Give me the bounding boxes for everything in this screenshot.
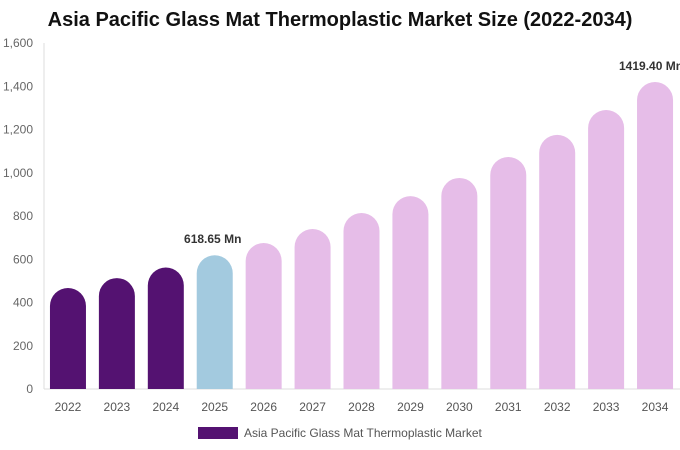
bar-2031 [490,156,527,389]
legend-swatch [198,427,238,439]
x-tick-label: 2034 [642,400,669,414]
x-tick-label: 2028 [348,400,375,414]
y-tick-label: 800 [13,209,33,223]
bar-2032 [539,134,576,389]
x-tick-label: 2032 [544,400,571,414]
bar-2025 [196,255,233,389]
x-tick-label: 2026 [250,400,277,414]
bar-2033 [588,110,625,389]
bar-2029 [392,196,429,389]
x-tick-label: 2033 [593,400,620,414]
x-tick-label: 2022 [55,400,82,414]
y-tick-label: 1,000 [3,166,33,180]
x-tick-label: 2029 [397,400,424,414]
x-tick-label: 2024 [152,400,179,414]
bar-2022 [49,288,86,389]
bar-2030 [441,177,478,389]
legend-label: Asia Pacific Glass Mat Thermoplastic Mar… [244,426,482,440]
x-tick-label: 2031 [495,400,522,414]
x-tick-label: 2027 [299,400,326,414]
bar-2026 [245,243,282,389]
bar-2027 [294,228,331,389]
x-tick-label: 2023 [104,400,131,414]
legend: Asia Pacific Glass Mat Thermoplastic Mar… [198,426,482,440]
chart-title: Asia Pacific Glass Mat Thermoplastic Mar… [47,9,633,31]
bar-2028 [343,212,380,389]
y-tick-label: 200 [13,339,33,353]
y-tick-label: 1,400 [3,79,33,93]
data-label-2025: 618.65 Mn [184,232,241,246]
bar-2023 [98,278,135,389]
x-tick-label: 2030 [446,400,473,414]
data-label-2034: 1419.40 Mn [619,59,680,73]
y-tick-label: 600 [13,252,33,266]
x-tick-label: 2025 [201,400,228,414]
y-tick-label: 1,200 [3,123,33,137]
y-tick-label: 0 [26,382,33,396]
y-tick-label: 1,600 [3,36,33,50]
bar-2034 [637,82,674,389]
bar-2024 [147,267,184,389]
y-tick-label: 400 [13,296,33,310]
